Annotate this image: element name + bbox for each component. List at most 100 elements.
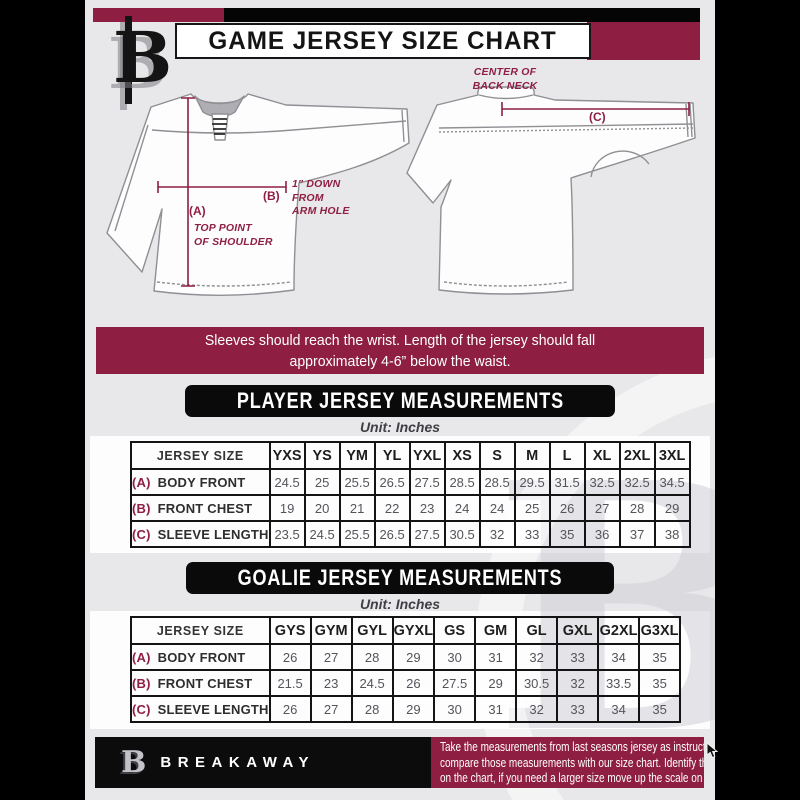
table-row: (C) SLEEVE LENGTH 23.5 24.5 25.5 26.5 27.5 30.5… [130,520,691,548]
size-value-cell: 35 [638,643,682,671]
size-value-cell: 27.5 [433,669,477,697]
size-column-header: GM [474,616,518,645]
size-value-cell: 25 [513,494,551,522]
goalie-title-pill: GOALIE JERSEY MEASUREMENTS [186,562,614,594]
footer-instructions: Take the measurements from last seasons … [431,737,704,788]
size-column-header: G2XL [597,616,641,645]
size-column-header: YXS [268,441,306,470]
breakaway-logo-icon: B [103,16,179,108]
top-accent-strip-black [224,8,700,22]
size-value-cell: 27 [309,643,353,671]
measure-c-label: (C) [589,110,606,124]
size-value-cell: 33.5 [597,669,641,697]
size-column-header: YXL [408,441,446,470]
player-title-pill: PLAYER JERSEY MEASUREMENTS [184,385,616,417]
size-value-cell: 36 [583,520,621,548]
footer-line1: Take the measurements from last seasons … [440,740,704,754]
arm-hole-note: 1" DOWN FROM ARM HOLE [292,178,350,217]
size-value-cell: 29 [653,494,691,522]
size-value-cell: 32 [478,520,516,548]
size-value-cell: 33 [513,520,551,548]
size-column-header: 3XL [653,441,691,470]
size-value-cell: 34 [597,643,641,671]
size-value-cell: 27 [309,695,353,723]
row-key: (C) [132,701,151,717]
row-key: (B) [132,675,151,691]
size-value-cell: 23 [408,494,446,522]
size-column-header: XL [583,441,621,470]
size-value-cell: 32 [515,643,559,671]
size-column-header: XS [443,441,481,470]
size-value-cell: 25.5 [338,468,376,496]
logo-stem [125,16,132,104]
size-value-cell: 24 [478,494,516,522]
size-value-cell: 29 [391,643,436,671]
size-value-cell: 26 [268,695,312,723]
size-value-cell: 25.5 [338,520,376,548]
size-column-header: 2XL [618,441,656,470]
size-value-cell: 24 [443,494,481,522]
title-bar: GAME JERSEY SIZE CHART [175,23,591,59]
size-value-cell: 34 [597,695,641,723]
measure-a-label: (A) [189,204,206,218]
table-row: (B) FRONT CHEST 21.5 23 24.5 26 27.5 29 30.5 32 33… [130,669,682,697]
row-label: (A) BODY FRONT [130,643,271,671]
table-row: (A) BODY FRONT 24.5 25 25.5 26.5 27.5 28.5 28.5 2… [130,468,691,496]
size-value-cell: 24.5 [350,669,394,697]
fit-note-line1: Sleeves should reach the wrist. Length o… [204,332,596,349]
size-value-cell: 27.5 [408,468,446,496]
size-value-cell: 32 [556,669,600,697]
table-header-row: JERSEY SIZE YXS YS YM YL YXL XS S M L XL 2XL 3XL [130,441,691,470]
size-value-cell: 38 [653,520,691,548]
size-value-cell: 32.5 [618,468,656,496]
size-column-header: YM [338,441,376,470]
size-column-header: L [548,441,586,470]
table-corner-header: JERSEY SIZE [130,441,271,470]
size-value-cell: 23.5 [268,520,306,548]
row-key: (C) [132,526,151,542]
back-jersey-outline [406,86,696,295]
table-row: (C) SLEEVE LENGTH 26 27 28 29 30 31 32 33 34 35 [130,695,682,723]
row-key: (B) [132,500,151,516]
row-key: (A) [132,649,151,665]
size-value-cell: 30.5 [443,520,481,548]
size-column-header: GXL [556,616,600,645]
size-value-cell: 29 [474,669,518,697]
size-column-header: G3XL [638,616,682,645]
size-value-cell: 28 [350,643,394,671]
size-value-cell: 28.5 [478,468,516,496]
size-column-header: GS [433,616,477,645]
size-value-cell: 35 [638,669,682,697]
size-column-header: GYS [268,616,312,645]
row-label: (C) SLEEVE LENGTH [130,520,271,548]
size-value-cell: 33 [556,643,600,671]
goalie-measurements-table: JERSEY SIZE GYS GYM GYL GYXL GS GM GL GXL G2XL G3X… [130,616,682,723]
page-title: GAME JERSEY SIZE CHART [208,27,558,55]
collar-lace [212,118,227,135]
measurement-lines [157,97,690,287]
size-value-cell: 34.5 [653,468,691,496]
size-value-cell: 30 [433,643,477,671]
size-value-cell: 26 [391,669,436,697]
table-header-row: JERSEY SIZE GYS GYM GYL GYXL GS GM GL GXL G2XL G3X… [130,616,682,645]
fit-note-banner: Sleeves should reach the wrist. Length o… [96,327,704,374]
size-value-cell: 23 [309,669,353,697]
row-label: (C) SLEEVE LENGTH [130,695,271,723]
size-value-cell: 24.5 [268,468,306,496]
size-value-cell: 33 [556,695,600,723]
size-value-cell: 28 [618,494,656,522]
row-label: (A) BODY FRONT [130,468,271,496]
size-column-header: GYL [350,616,394,645]
size-value-cell: 26.5 [373,520,411,548]
size-value-cell: 32 [515,695,559,723]
size-value-cell: 35 [638,695,682,723]
shoulder-note: TOP POINT OF SHOULDER [194,222,273,248]
footer-line2: compare those measurements with our size… [440,755,704,770]
size-value-cell: 22 [373,494,411,522]
size-column-header: GYXL [391,616,436,645]
size-value-cell: 26 [268,643,312,671]
table-row: (A) BODY FRONT 26 27 28 29 30 31 32 33 34 35 [130,643,682,671]
goalie-section-header: GOALIE JERSEY MEASUREMENTS [85,562,715,594]
size-value-cell: 31.5 [548,468,586,496]
